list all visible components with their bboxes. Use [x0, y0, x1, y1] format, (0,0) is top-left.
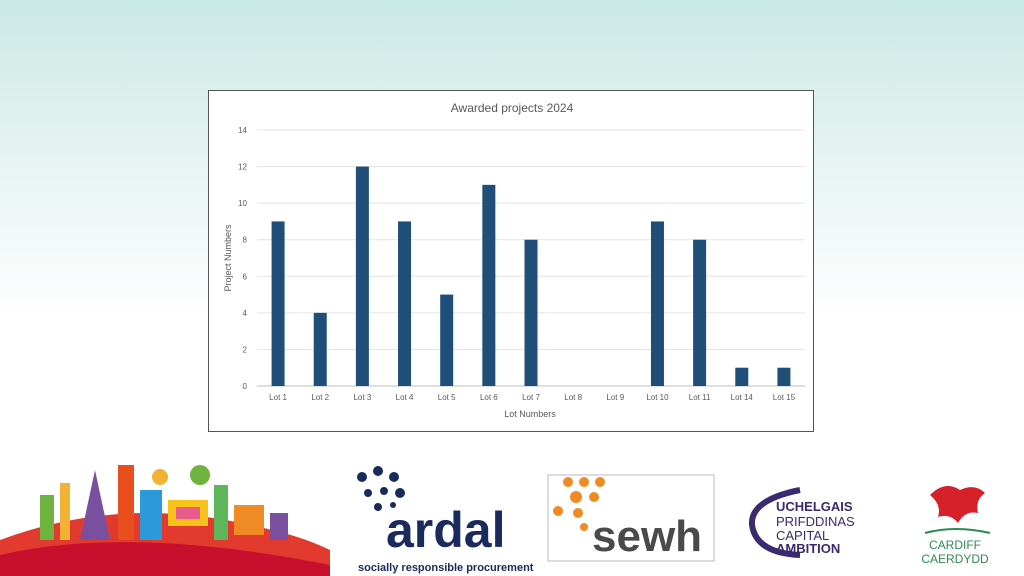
bar: [524, 239, 538, 386]
x-tick-label: Lot 1: [269, 393, 287, 402]
bar: [735, 367, 749, 386]
y-tick-label: 8: [243, 236, 248, 245]
y-tick-label: 14: [238, 126, 247, 135]
bar: [398, 221, 412, 386]
ccr-line-3: CAPITAL: [776, 528, 829, 543]
bar: [440, 294, 454, 386]
ccr-line-1: UCHELGAIS: [776, 499, 853, 514]
y-axis-ticks: 0 2 4 6 8 10 12 14: [238, 126, 247, 391]
bar: [271, 221, 285, 386]
x-axis-ticks: Lot 1 Lot 2 Lot 3 Lot 4 Lot 5 Lot 6 Lot 7 Lot 8…: [269, 393, 795, 402]
cardiff-line-1: CARDIFF: [929, 538, 981, 552]
y-tick-label: 6: [243, 272, 248, 281]
x-tick-label: Lot 14: [731, 393, 754, 402]
ccr-line-2: PRIFDDINAS: [776, 514, 855, 529]
ardal-wordmark: ardal: [386, 502, 506, 558]
x-tick-label: Lot 2: [311, 393, 329, 402]
y-tick-label: 4: [243, 309, 248, 318]
cardiff-council-logo: CARDIFF CAERDYDD: [921, 486, 991, 566]
x-tick-label: Lot 10: [646, 393, 669, 402]
bars: [271, 166, 791, 386]
ardal-logo: ardal socially responsible procurement: [357, 466, 534, 574]
x-tick-label: Lot 11: [689, 393, 711, 402]
x-axis-label: Lot Numbers: [504, 409, 556, 419]
bar: [650, 221, 664, 386]
bar: [693, 239, 707, 386]
y-tick-label: 12: [238, 163, 247, 172]
x-tick-label: Lot 7: [522, 393, 540, 402]
y-tick-label: 0: [243, 382, 248, 391]
partner-logos: ardal socially responsible procurement s…: [0, 465, 991, 576]
bar: [482, 184, 496, 386]
cardiff-skyline-illustration: [0, 465, 330, 576]
ccr-line-4: AMBITION: [776, 541, 840, 556]
x-tick-label: Lot 6: [480, 393, 498, 402]
chart-title: Awarded projects 2024: [451, 101, 574, 115]
bar: [313, 312, 327, 386]
x-tick-label: Lot 5: [438, 393, 456, 402]
x-tick-label: Lot 15: [773, 393, 796, 402]
x-tick-label: Lot 3: [353, 393, 371, 402]
y-tick-label: 2: [243, 345, 248, 354]
x-tick-label: Lot 4: [396, 393, 414, 402]
sewh-wordmark: sewh: [592, 512, 702, 561]
cardiff-line-2: CAERDYDD: [921, 552, 989, 566]
bar: [355, 166, 369, 386]
x-tick-label: Lot 9: [606, 393, 624, 402]
y-tick-label: 10: [238, 199, 247, 208]
bar: [777, 367, 791, 386]
sewh-logo: sewh: [547, 474, 715, 562]
dragon-icon: [930, 486, 985, 523]
y-axis-label: Project Numbers: [223, 224, 233, 292]
ardal-tagline: socially responsible procurement: [358, 562, 534, 574]
x-tick-label: Lot 8: [564, 393, 582, 402]
capital-ambition-logo: UCHELGAIS PRIFDDINAS CAPITAL AMBITION: [748, 487, 855, 558]
